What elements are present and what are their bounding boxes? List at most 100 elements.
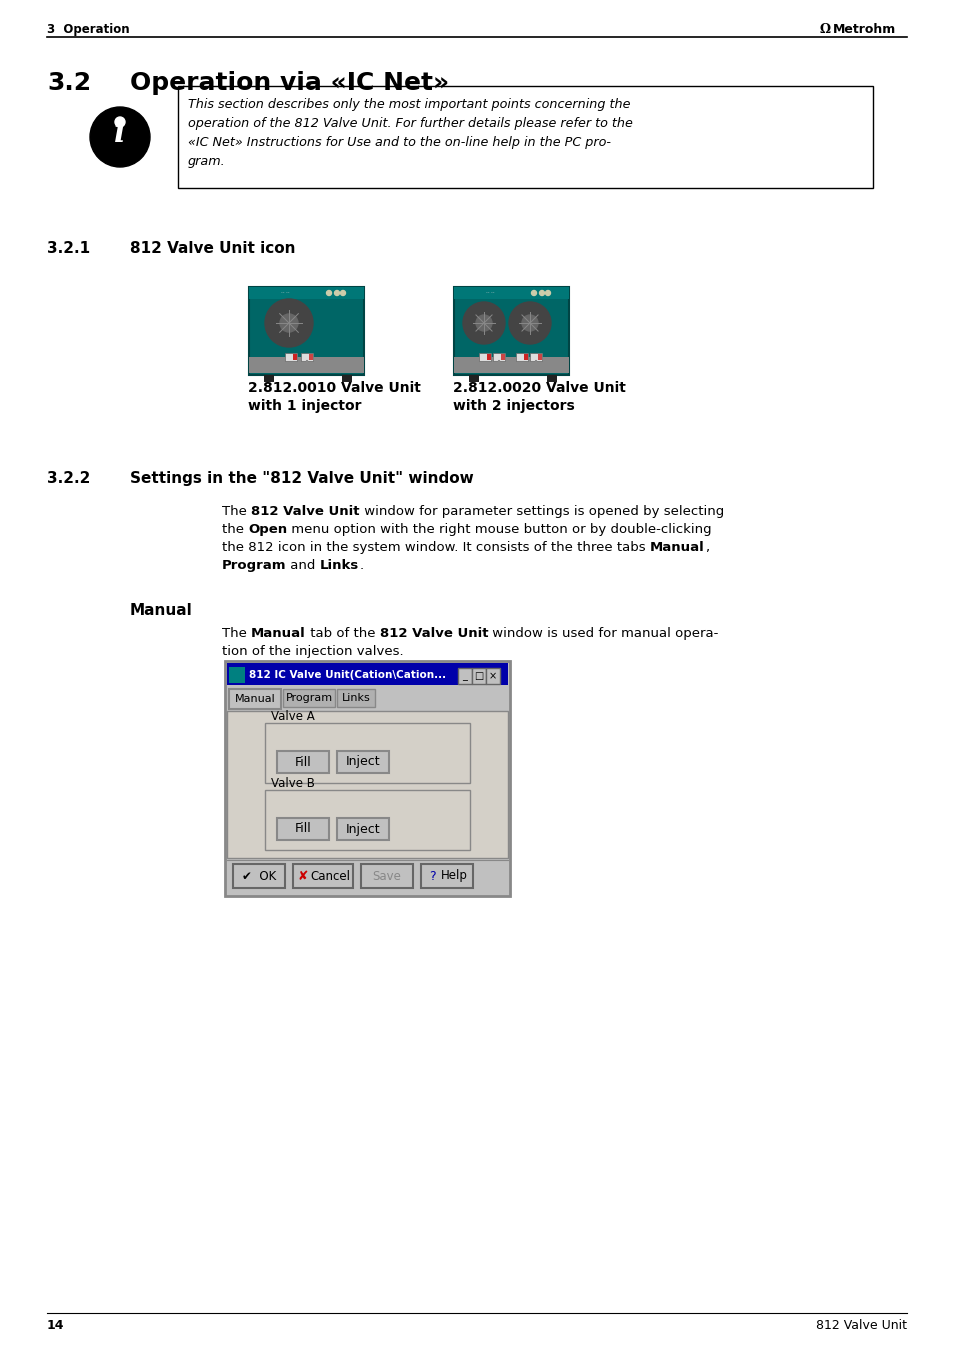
Circle shape xyxy=(545,290,550,296)
Text: Open: Open xyxy=(248,523,287,536)
Bar xyxy=(478,353,491,361)
Circle shape xyxy=(90,107,150,168)
Bar xyxy=(229,667,245,684)
Bar xyxy=(547,376,557,382)
Text: 812 Valve Unit: 812 Valve Unit xyxy=(815,1319,906,1332)
Bar xyxy=(233,865,285,888)
Text: operation of the 812 Valve Unit. For further details please refer to the: operation of the 812 Valve Unit. For fur… xyxy=(188,118,632,130)
Circle shape xyxy=(531,290,536,296)
Circle shape xyxy=(539,290,544,296)
Text: 812 Valve Unit icon: 812 Valve Unit icon xyxy=(130,240,295,255)
Bar xyxy=(276,751,329,773)
Circle shape xyxy=(265,299,313,347)
Bar xyxy=(293,865,353,888)
Circle shape xyxy=(115,118,125,127)
Text: Manual: Manual xyxy=(130,603,193,617)
Text: with 2 injectors: with 2 injectors xyxy=(453,399,574,413)
Text: window for parameter settings is opened by selecting: window for parameter settings is opened … xyxy=(359,505,723,517)
Text: Metrohm: Metrohm xyxy=(832,23,895,36)
Bar xyxy=(523,354,527,359)
Text: The: The xyxy=(222,505,251,517)
Bar xyxy=(265,790,470,850)
Text: «IC Net» Instructions for Use and to the on-line help in the PC pro-: «IC Net» Instructions for Use and to the… xyxy=(188,136,610,149)
Text: This section describes only the most important points concerning the: This section describes only the most imp… xyxy=(188,99,630,111)
Bar xyxy=(225,661,510,896)
Bar xyxy=(178,86,872,188)
Text: 2.812.0020 Valve Unit: 2.812.0020 Valve Unit xyxy=(453,381,625,394)
Text: 812 Valve Unit: 812 Valve Unit xyxy=(251,505,359,517)
Text: menu option with the right mouse button or by double-clicking: menu option with the right mouse button … xyxy=(287,523,711,536)
Text: Fill: Fill xyxy=(294,755,311,769)
Bar xyxy=(336,817,389,840)
Bar xyxy=(250,286,364,299)
Text: Fill: Fill xyxy=(294,823,311,835)
Bar xyxy=(500,354,504,359)
Text: ✘: ✘ xyxy=(297,870,308,882)
Circle shape xyxy=(326,290,331,296)
Text: ✔  OK: ✔ OK xyxy=(242,870,275,882)
Circle shape xyxy=(280,313,297,332)
Text: 3.2.1: 3.2.1 xyxy=(47,240,90,255)
Bar xyxy=(485,667,499,684)
Bar xyxy=(264,376,274,382)
Text: Inject: Inject xyxy=(345,823,380,835)
Text: Cancel: Cancel xyxy=(310,870,350,882)
Bar xyxy=(530,353,541,361)
Bar xyxy=(285,353,296,361)
Text: Links: Links xyxy=(320,559,359,571)
Text: i: i xyxy=(114,119,126,150)
Text: 3  Operation: 3 Operation xyxy=(47,23,130,36)
Text: tion of the injection valves.: tion of the injection valves. xyxy=(222,644,403,658)
Bar xyxy=(276,817,329,840)
Bar xyxy=(472,667,485,684)
Text: □: □ xyxy=(474,671,483,681)
Text: Manual: Manual xyxy=(234,694,275,704)
Circle shape xyxy=(509,303,551,345)
Text: window is used for manual opera-: window is used for manual opera- xyxy=(488,627,718,640)
Bar xyxy=(454,286,569,376)
Text: Inject: Inject xyxy=(345,755,380,769)
Text: .: . xyxy=(359,559,363,571)
Text: tab of the: tab of the xyxy=(306,627,379,640)
Text: Manual: Manual xyxy=(649,540,704,554)
Text: 3.2.2: 3.2.2 xyxy=(47,471,91,486)
Bar xyxy=(227,663,507,685)
Circle shape xyxy=(335,290,339,296)
Circle shape xyxy=(462,303,504,345)
Bar xyxy=(293,354,296,359)
Bar xyxy=(229,689,281,709)
Text: Valve B: Valve B xyxy=(271,777,314,790)
Circle shape xyxy=(340,290,345,296)
Text: ?: ? xyxy=(429,870,436,882)
Text: Save: Save xyxy=(373,870,401,882)
Text: -- --: -- -- xyxy=(280,290,289,296)
Bar xyxy=(283,689,335,707)
Bar xyxy=(537,354,541,359)
Bar xyxy=(454,286,569,299)
Text: the 812 icon in the system window. It consists of the three tabs: the 812 icon in the system window. It co… xyxy=(222,540,649,554)
Text: Help: Help xyxy=(440,870,467,882)
Text: Manual: Manual xyxy=(251,627,306,640)
Text: Program: Program xyxy=(285,693,333,703)
Bar xyxy=(336,689,375,707)
Text: 2.812.0010 Valve Unit: 2.812.0010 Valve Unit xyxy=(248,381,420,394)
Text: and: and xyxy=(286,559,320,571)
Text: ×: × xyxy=(489,671,497,681)
Bar xyxy=(360,865,413,888)
Text: 14: 14 xyxy=(47,1319,65,1332)
Circle shape xyxy=(476,315,492,331)
Text: with 1 injector: with 1 injector xyxy=(248,399,361,413)
Bar xyxy=(469,376,479,382)
Text: 812 IC Valve Unit(Cation\Cation...: 812 IC Valve Unit(Cation\Cation... xyxy=(249,670,446,680)
Bar xyxy=(336,751,389,773)
Text: The: The xyxy=(222,627,251,640)
Text: the: the xyxy=(222,523,248,536)
Text: Operation via «IC Net»: Operation via «IC Net» xyxy=(130,72,449,95)
Bar xyxy=(342,376,352,382)
Bar xyxy=(309,354,313,359)
Text: gram.: gram. xyxy=(188,155,226,168)
Text: Settings in the "812 Valve Unit" window: Settings in the "812 Valve Unit" window xyxy=(130,471,474,486)
Bar xyxy=(265,723,470,784)
Bar xyxy=(250,357,364,373)
Text: Links: Links xyxy=(341,693,370,703)
